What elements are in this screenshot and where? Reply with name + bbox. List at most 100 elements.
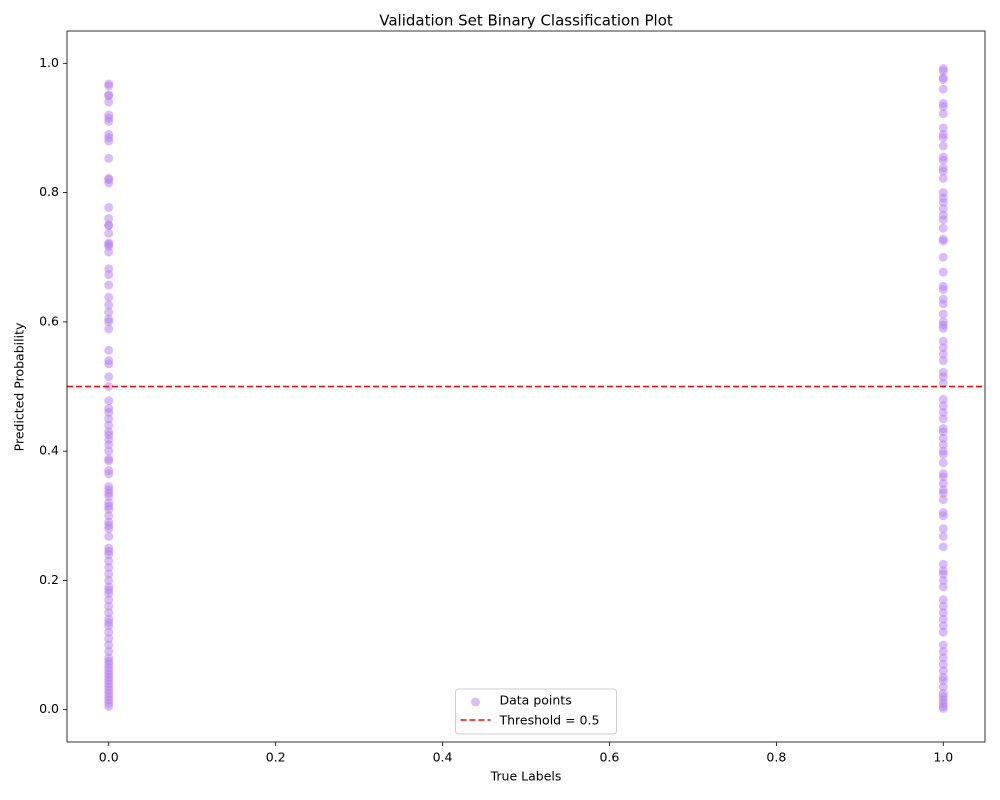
data-point bbox=[938, 511, 948, 521]
data-point bbox=[938, 102, 948, 112]
data-point bbox=[938, 173, 948, 183]
data-point bbox=[104, 588, 114, 598]
data-point bbox=[104, 531, 114, 541]
y-tick-label: 0.4 bbox=[39, 443, 59, 458]
data-point bbox=[938, 488, 948, 498]
data-point bbox=[938, 252, 948, 262]
data-point bbox=[938, 666, 948, 676]
data-point bbox=[938, 336, 948, 346]
data-point bbox=[938, 659, 948, 669]
data-point bbox=[104, 153, 114, 163]
data-point bbox=[104, 372, 114, 382]
data-point bbox=[104, 407, 114, 417]
data-point bbox=[104, 97, 114, 107]
data-point bbox=[938, 495, 948, 505]
data-point bbox=[938, 407, 948, 417]
data-point bbox=[104, 627, 114, 637]
data-point bbox=[104, 575, 114, 585]
data-point bbox=[104, 556, 114, 566]
data-point bbox=[104, 307, 114, 317]
data-point bbox=[938, 653, 948, 663]
data-point bbox=[104, 345, 114, 355]
data-point bbox=[938, 601, 948, 611]
data-point bbox=[104, 178, 114, 188]
data-point bbox=[938, 582, 948, 592]
data-point bbox=[104, 396, 114, 406]
data-point bbox=[938, 401, 948, 411]
y-axis-label: Predicted Probability bbox=[12, 322, 27, 451]
data-point bbox=[938, 109, 948, 119]
data-point bbox=[104, 550, 114, 560]
data-point bbox=[104, 511, 114, 521]
data-point bbox=[104, 317, 114, 327]
data-point bbox=[938, 204, 948, 214]
data-point bbox=[938, 123, 948, 133]
data-point bbox=[104, 300, 114, 310]
data-point bbox=[938, 84, 948, 94]
data-point bbox=[938, 197, 948, 207]
data-point bbox=[104, 116, 114, 126]
data-point bbox=[938, 472, 948, 482]
data-point bbox=[104, 469, 114, 479]
data-point bbox=[104, 446, 114, 456]
legend-marker bbox=[471, 697, 480, 707]
data-point bbox=[938, 356, 948, 366]
data-point bbox=[938, 531, 948, 541]
legend-label: Data points bbox=[500, 693, 572, 708]
x-tick-label: 0.0 bbox=[99, 750, 119, 765]
data-point bbox=[938, 449, 948, 459]
data-point bbox=[104, 81, 114, 91]
data-point bbox=[104, 569, 114, 579]
data-point bbox=[104, 202, 114, 212]
legend-label: Threshold = 0.5 bbox=[499, 713, 600, 728]
data-point bbox=[938, 309, 948, 319]
data-point bbox=[104, 420, 114, 430]
data-point bbox=[938, 349, 948, 359]
data-point bbox=[938, 394, 948, 404]
y-tick-label: 0.8 bbox=[39, 184, 59, 199]
legend-box bbox=[455, 688, 617, 735]
x-tick-label: 0.2 bbox=[266, 750, 286, 765]
data-point bbox=[938, 236, 948, 246]
data-point bbox=[938, 372, 948, 382]
data-point bbox=[104, 440, 114, 450]
data-point bbox=[938, 427, 948, 437]
data-point bbox=[104, 136, 114, 146]
data-point bbox=[938, 640, 948, 650]
data-point bbox=[104, 414, 114, 424]
data-point bbox=[104, 491, 114, 501]
x-axis-label: True Labels bbox=[490, 769, 562, 784]
data-point bbox=[938, 141, 948, 151]
data-point bbox=[104, 608, 114, 618]
data-point bbox=[104, 621, 114, 631]
data-point bbox=[104, 280, 114, 290]
data-point bbox=[938, 647, 948, 657]
data-point bbox=[938, 74, 948, 84]
data-point bbox=[938, 378, 948, 388]
x-tick-label: 1.0 bbox=[933, 750, 953, 765]
data-point bbox=[104, 359, 114, 369]
data-point bbox=[104, 228, 114, 238]
data-point bbox=[938, 166, 948, 176]
data-point bbox=[104, 270, 114, 280]
plot-frame bbox=[66, 30, 986, 743]
data-point bbox=[938, 542, 948, 552]
data-point bbox=[104, 701, 114, 711]
data-point bbox=[938, 478, 948, 488]
x-tick-label: 0.4 bbox=[433, 750, 453, 765]
data-point bbox=[938, 569, 948, 579]
data-point bbox=[938, 676, 948, 686]
x-tick-label: 0.6 bbox=[600, 750, 620, 765]
data-point bbox=[104, 324, 114, 334]
data-point bbox=[938, 299, 948, 309]
data-point bbox=[938, 267, 948, 277]
data-point bbox=[104, 504, 114, 514]
y-tick-label: 0.0 bbox=[39, 701, 59, 716]
y-tick-label: 1.0 bbox=[39, 55, 59, 70]
data-point bbox=[938, 343, 948, 353]
data-point bbox=[104, 595, 114, 605]
data-point bbox=[104, 634, 114, 644]
data-point bbox=[938, 627, 948, 637]
data-point bbox=[938, 440, 948, 450]
